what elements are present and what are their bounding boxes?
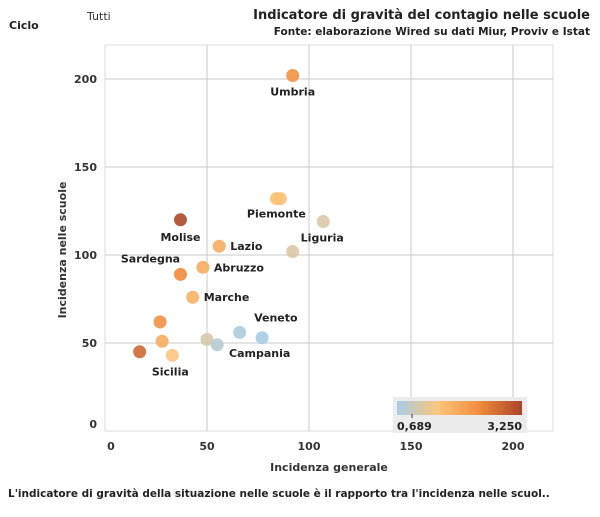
point-label: Marche <box>204 291 250 304</box>
point-label: Piemonte <box>247 208 306 221</box>
y-tick-label: 100 <box>74 249 97 262</box>
data-point[interactable] <box>173 267 187 281</box>
color-legend-max: 3,250 <box>487 420 522 433</box>
point-label: Sicilia <box>152 365 189 378</box>
x-tick-label: 150 <box>400 440 423 453</box>
y-tick-label: 200 <box>74 73 97 86</box>
plot-area <box>104 44 554 432</box>
data-point[interactable] <box>316 215 330 229</box>
data-point[interactable] <box>186 290 200 304</box>
point-label: Sardegna <box>121 252 180 265</box>
x-tick-label: 100 <box>298 440 321 453</box>
data-point[interactable] <box>196 260 210 274</box>
point-label: Liguria <box>301 231 344 244</box>
y-axis-label: Incidenza nelle scuole <box>56 182 69 319</box>
chart-subtitle: Fonte: elaborazione Wired su dati Miur, … <box>273 26 590 38</box>
point-label: Umbria <box>270 85 315 98</box>
data-point[interactable] <box>165 348 179 362</box>
data-point[interactable] <box>133 345 147 359</box>
data-point[interactable] <box>173 213 187 227</box>
x-tick-label: 200 <box>502 440 525 453</box>
y-tick-label: 0 <box>89 418 97 431</box>
x-tick-label: 50 <box>199 440 215 453</box>
data-point[interactable] <box>210 338 224 352</box>
data-point[interactable] <box>212 239 226 253</box>
data-point[interactable] <box>286 68 300 82</box>
data-point[interactable] <box>286 244 300 258</box>
filter-dropdown[interactable]: Tutti <box>87 10 111 23</box>
data-point[interactable] <box>153 315 167 329</box>
data-point[interactable] <box>255 331 269 345</box>
chart-title: Indicatore di gravità del contagio nelle… <box>253 8 590 23</box>
data-point[interactable] <box>273 192 287 206</box>
data-point[interactable] <box>233 325 247 339</box>
point-label: Lazio <box>230 240 263 253</box>
y-tick-label: 150 <box>74 161 97 174</box>
point-label: Campania <box>229 347 290 360</box>
filter-label: Ciclo <box>9 19 39 32</box>
point-label: Veneto <box>254 312 298 325</box>
data-point[interactable] <box>200 332 214 346</box>
color-legend-min: 0,689 <box>397 420 432 433</box>
data-point[interactable] <box>155 334 169 348</box>
point-label: Abruzzo <box>214 261 264 274</box>
y-tick-label: 50 <box>82 337 98 350</box>
color-legend-gradient <box>397 401 522 415</box>
footer-note: L'indicatore di gravità della situazione… <box>8 488 550 500</box>
x-axis-label: Incidenza generale <box>270 461 388 474</box>
x-tick-label: 0 <box>107 440 115 453</box>
point-label: Molise <box>160 231 200 244</box>
